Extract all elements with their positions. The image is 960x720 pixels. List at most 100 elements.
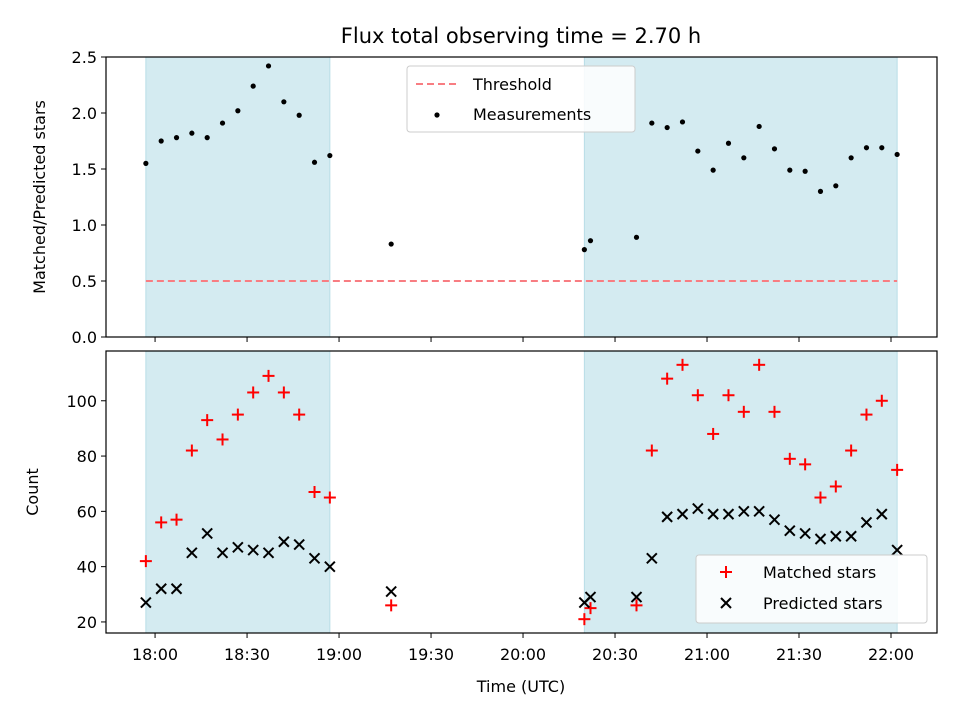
predicted-x-stroke-b <box>738 505 750 518</box>
count-panel-frame <box>105 350 938 634</box>
predicted-star-point <box>232 541 244 554</box>
matched-star-point <box>645 444 658 457</box>
predicted-x-stroke-b <box>155 583 167 595</box>
ratio-y-tick-label: 0.5 <box>72 272 97 291</box>
predicted-star-point <box>247 544 259 556</box>
matched-star-point <box>845 444 858 457</box>
predicted-star-point <box>891 544 903 556</box>
measurement-point <box>281 99 287 105</box>
predicted-star-point <box>186 547 198 559</box>
matched-star-point <box>323 491 336 504</box>
matched-star-point <box>247 386 260 399</box>
measurement-point <box>802 168 808 174</box>
matched-star-point <box>875 394 888 407</box>
ratio-y-tick-label: 2.0 <box>72 104 97 123</box>
predicted-star-point <box>814 533 827 545</box>
measurement-point <box>388 241 394 247</box>
matched-star-point <box>293 408 306 421</box>
predicted-x-stroke-b <box>630 591 643 603</box>
measurement-point <box>787 167 793 173</box>
matched-star-point <box>578 613 591 626</box>
x-axis-label: Time (UTC) <box>476 677 565 696</box>
matched-star-point <box>185 444 198 457</box>
matched-star-point <box>722 389 735 402</box>
measurement-point <box>296 112 302 118</box>
predicted-x-stroke-b <box>891 544 903 556</box>
predicted-x-stroke-b <box>247 544 259 556</box>
ratio-shaded-interval-2 <box>583 56 898 338</box>
measurement-point <box>771 146 778 152</box>
predicted-x-stroke-b <box>232 541 244 554</box>
predicted-x-stroke-b <box>692 502 704 515</box>
legend-predicted-label: Predicted stars <box>763 594 883 613</box>
predicted-x-stroke-b <box>722 508 735 520</box>
count-y-tick-label: 60 <box>77 502 97 521</box>
predicted-star-point <box>738 505 750 518</box>
measurement-point <box>250 83 256 89</box>
predicted-star-point <box>140 596 152 609</box>
predicted-star-point <box>707 508 719 520</box>
x-tick-label: 18:00 <box>132 645 178 664</box>
predicted-star-point <box>293 538 305 551</box>
legend-measurements-label: Measurements <box>473 105 591 124</box>
matched-star-point <box>768 405 781 418</box>
ratio-legend: Threshold Measurements <box>406 65 636 133</box>
x-tick-label: 21:00 <box>684 645 730 664</box>
predicted-star-point <box>308 552 321 565</box>
measurement-point <box>664 124 670 131</box>
ratio-shaded-interval-1 <box>145 56 331 338</box>
x-tick-label: 21:30 <box>776 645 822 664</box>
measurement-point <box>581 247 587 253</box>
measurement-point <box>848 155 854 161</box>
matched-star-point <box>262 369 275 382</box>
predicted-star-point <box>584 591 597 603</box>
matched-star-point <box>891 463 904 476</box>
matched-star-point <box>155 516 168 529</box>
predicted-star-point <box>753 505 765 518</box>
predicted-star-point <box>784 524 796 537</box>
predicted-x-stroke-b <box>186 547 198 559</box>
matched-star-point <box>630 599 643 612</box>
ratio-y-tick-label: 0.0 <box>72 328 97 347</box>
ratio-panel-frame <box>105 56 938 338</box>
predicted-x-stroke-b <box>860 516 873 529</box>
ratio-y-axis-label: Matched/Predicted stars <box>30 100 49 294</box>
matched-star-point <box>385 599 398 612</box>
count-y-axis-label: Count <box>23 468 42 516</box>
matched-star-point <box>737 405 750 418</box>
matched-star-point <box>860 408 873 421</box>
predicted-star-point <box>155 583 167 595</box>
measurement-point <box>649 120 655 126</box>
predicted-x-stroke-b <box>308 552 321 565</box>
matched-star-point <box>170 513 183 526</box>
predicted-x-stroke-b <box>707 508 719 520</box>
matched-star-point <box>799 458 812 471</box>
predicted-star-point <box>216 547 229 559</box>
legend-measurements-marker <box>434 112 440 118</box>
ratio-y-tick-label: 1.5 <box>72 160 97 179</box>
predicted-star-point <box>722 508 735 520</box>
predicted-x-stroke-b <box>201 527 213 540</box>
measurement-point <box>695 148 701 154</box>
matched-star-point <box>201 414 214 427</box>
legend-matched-marker <box>720 566 732 578</box>
matched-star-point <box>707 427 720 440</box>
x-tick-label: 19:30 <box>408 645 454 664</box>
predicted-x-stroke-b <box>385 585 397 598</box>
predicted-star-point <box>799 527 811 540</box>
measurement-point <box>817 188 824 194</box>
predicted-star-point <box>201 527 213 540</box>
matched-star-point <box>231 408 244 421</box>
measurement-point <box>265 63 272 69</box>
predicted-star-point <box>876 508 888 520</box>
measurement-point <box>894 151 900 158</box>
matched-star-point <box>277 386 290 399</box>
predicted-x-stroke-b <box>799 527 811 540</box>
predicted-x-stroke-b <box>676 508 689 520</box>
predicted-x-stroke-b <box>584 591 597 603</box>
predicted-x-stroke-b <box>140 596 152 609</box>
matched-star-point <box>308 486 321 498</box>
predicted-x-stroke-b <box>768 513 781 526</box>
predicted-x-stroke-b <box>646 552 658 565</box>
count-y-tick-label: 20 <box>77 613 97 632</box>
